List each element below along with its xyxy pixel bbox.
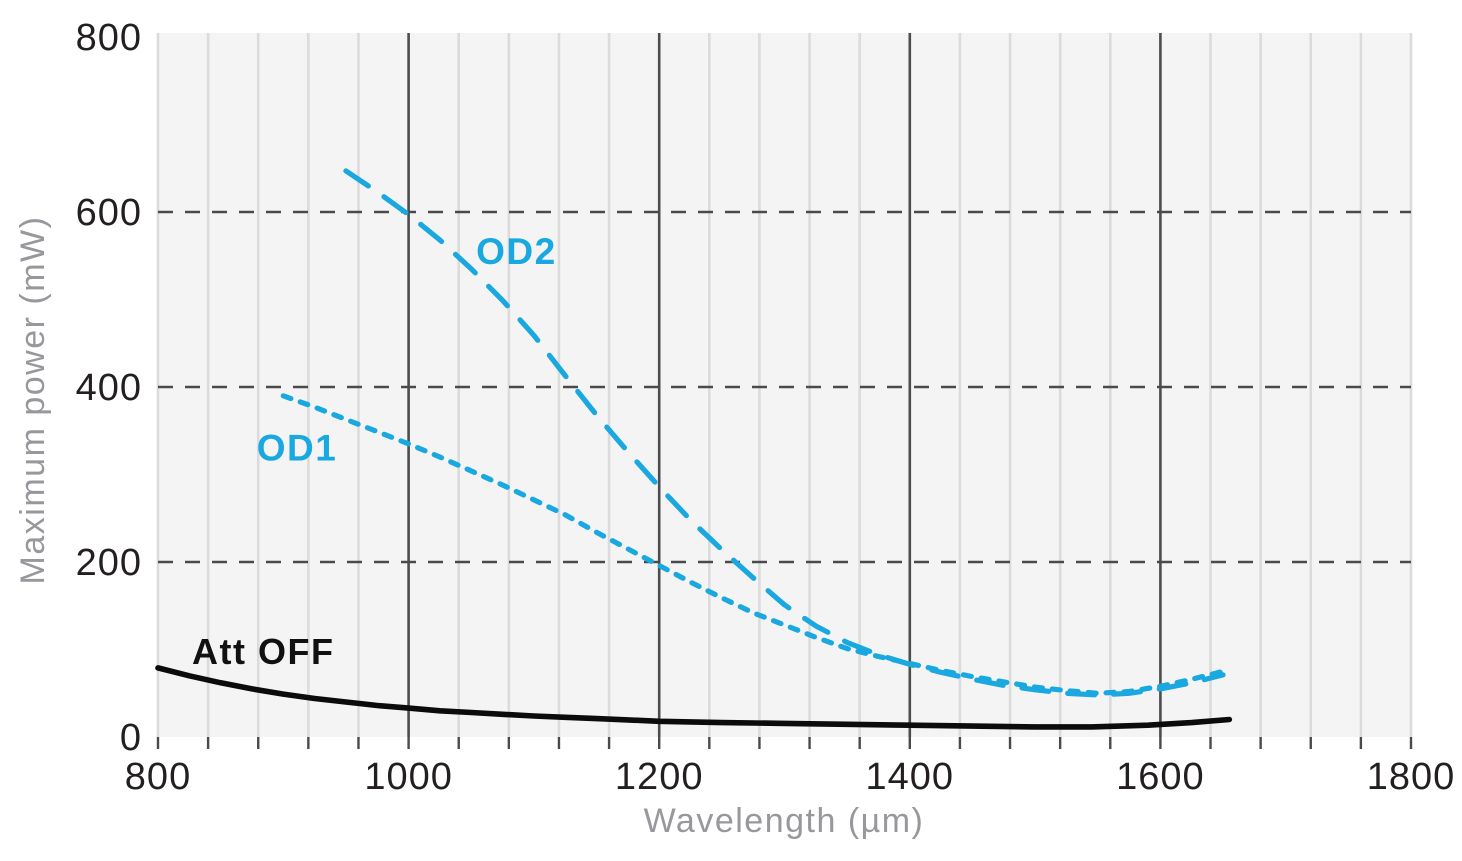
x-tick-label: 1600 [1116, 756, 1205, 798]
tick-layer: 800 1000 1200 1400 1600 1800 0 200 400 600 800 [76, 17, 1456, 798]
series-line-od2 [343, 168, 1226, 698]
x-tick-label: 1000 [364, 756, 453, 798]
y-axis-title: Maximum power (mW) [14, 216, 52, 585]
series-line-od1 [280, 393, 1226, 696]
y-tick-label: 200 [76, 542, 142, 584]
plot-area [158, 33, 1411, 737]
series-line-att-off [155, 665, 1233, 730]
series-label-att-off: Att OFF [192, 631, 334, 672]
x-tick-label: 800 [125, 756, 191, 798]
x-tick-label: 1800 [1367, 756, 1456, 798]
annotation-layer: OD2 OD1 Att OFF [192, 231, 557, 672]
series-label-od1: OD1 [257, 428, 338, 469]
series-label-od2: OD2 [476, 231, 557, 272]
x-tick-label: 1200 [615, 756, 704, 798]
y-tick-label: 400 [76, 367, 142, 409]
series-layer [155, 168, 1233, 730]
plot-background-layer [158, 33, 1411, 737]
y-tick-label: 800 [76, 17, 142, 59]
y-tick-label: 0 [120, 717, 142, 759]
y-tick-label: 600 [76, 192, 142, 234]
x-axis-title: Wavelength (µm) [644, 802, 925, 840]
x-tick-label: 1400 [866, 756, 955, 798]
